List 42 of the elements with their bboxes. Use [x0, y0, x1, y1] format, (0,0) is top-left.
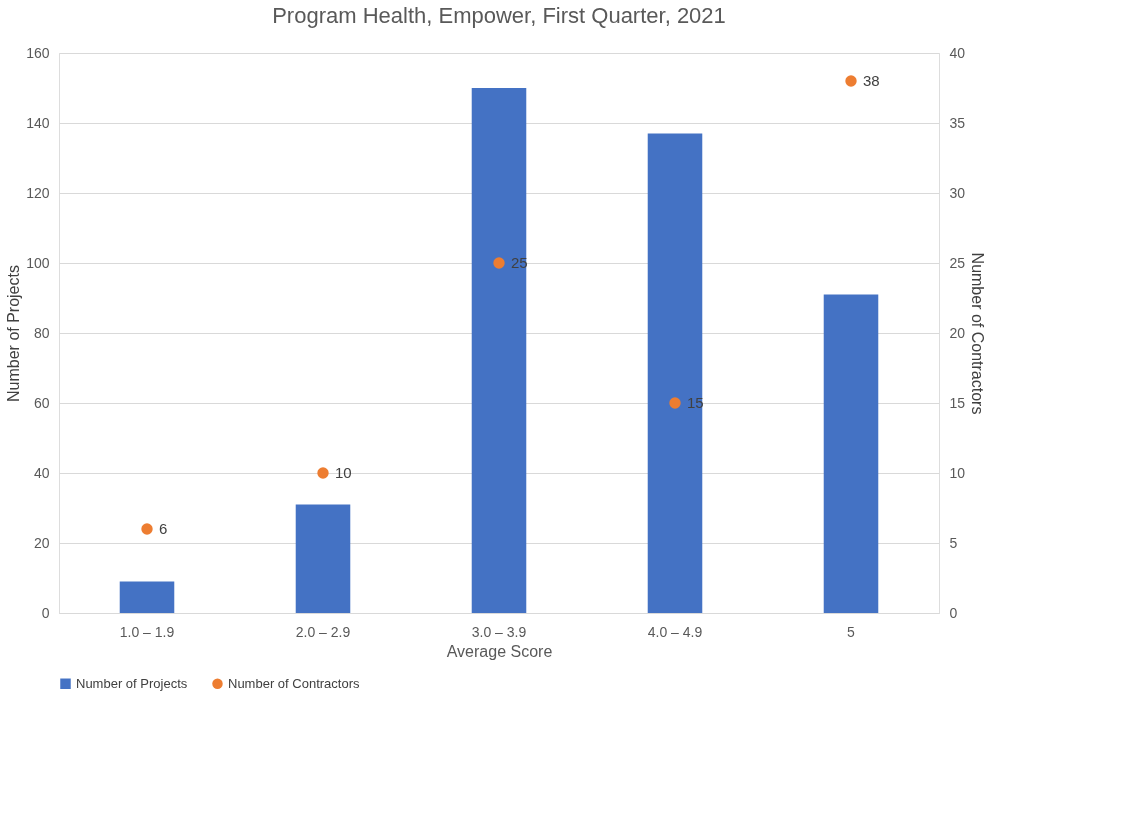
x-tick-label: 3.0 – 3.9 [471, 623, 527, 640]
y-tick-label: 100 [26, 254, 50, 271]
data-label: 38 [863, 72, 880, 89]
y2-tick-label: 5 [949, 534, 958, 551]
legend-label: Number of Contractors [228, 675, 360, 691]
point [317, 467, 329, 479]
data-label: 6 [159, 520, 168, 537]
y-tick-label: 160 [26, 44, 50, 61]
bar [823, 294, 879, 613]
x-tick-label: 1.0 – 1.9 [119, 623, 175, 640]
x-axis-title: Average Score [446, 642, 553, 660]
y-tick-label: 120 [26, 184, 50, 201]
point [845, 75, 857, 87]
point [141, 523, 153, 535]
y2-tick-label: 15 [949, 394, 966, 411]
data-label: 10 [335, 464, 352, 481]
point [669, 397, 681, 409]
point [493, 257, 505, 269]
y2-axis-title: Number of Contractors [969, 252, 987, 415]
x-tick-label: 2.0 – 2.9 [295, 623, 351, 640]
bar [295, 504, 351, 613]
y2-tick-label: 40 [949, 44, 966, 61]
bar [647, 133, 703, 613]
x-tick-label: 4.0 – 4.9 [647, 623, 703, 640]
y-tick-label: 140 [26, 114, 50, 131]
y2-tick-label: 30 [949, 184, 966, 201]
y2-tick-label: 35 [949, 114, 966, 131]
y-tick-label: 40 [33, 464, 50, 481]
y-tick-label: 20 [33, 534, 50, 551]
legend-label: Number of Projects [76, 675, 188, 691]
y2-tick-label: 0 [949, 604, 958, 621]
y-tick-label: 80 [33, 324, 50, 341]
chart-title: Program Health, Empower, First Quarter, 2021 [272, 3, 726, 28]
y2-tick-label: 10 [949, 464, 966, 481]
y-tick-label: 60 [33, 394, 50, 411]
bar [119, 581, 175, 613]
y-axis-title: Number of Projects [5, 265, 23, 402]
y2-tick-label: 20 [949, 324, 966, 341]
x-tick-label: 5 [847, 623, 856, 640]
y2-tick-label: 25 [949, 254, 966, 271]
bar [471, 88, 527, 613]
y-tick-label: 0 [41, 604, 50, 621]
